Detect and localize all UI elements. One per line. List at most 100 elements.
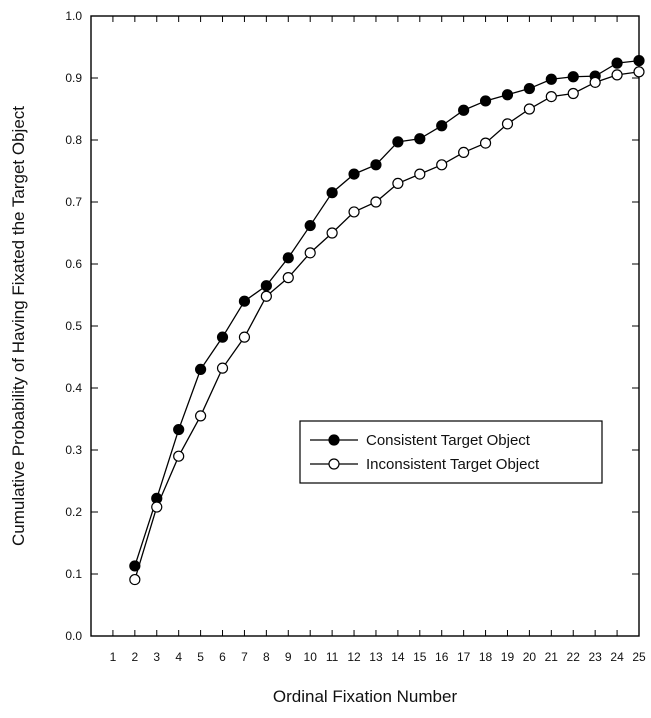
consistent-data-point xyxy=(414,133,426,145)
consistent-data-point xyxy=(479,95,492,107)
x-tick-label: 10 xyxy=(304,650,318,664)
consistent-data-point xyxy=(523,82,536,95)
y-tick-label: 0.6 xyxy=(65,257,82,271)
x-tick-label: 5 xyxy=(197,650,204,664)
inconsistent-data-point xyxy=(282,272,294,284)
y-tick-label: 0.4 xyxy=(65,381,82,395)
inconsistent-data-point xyxy=(304,247,316,259)
series-line-consistent xyxy=(134,59,640,567)
consistent-data-point xyxy=(370,159,382,171)
consistent-data-point xyxy=(326,187,338,199)
y-tick-label: 1.0 xyxy=(65,9,82,23)
inconsistent-data-point xyxy=(195,410,207,422)
y-axis-title: Cumulative Probability of Having Fixated… xyxy=(9,106,28,546)
consistent-data-point xyxy=(545,73,557,85)
x-tick-label: 4 xyxy=(175,650,182,664)
inconsistent-data-point xyxy=(326,227,338,239)
y-tick-label: 0.0 xyxy=(65,629,82,643)
series-line-inconsistent xyxy=(134,71,640,580)
inconsistent-data-point xyxy=(523,103,536,115)
inconsistent-data-point xyxy=(348,206,360,218)
consistent-data-point xyxy=(458,104,470,116)
x-axis-title: Ordinal Fixation Number xyxy=(273,687,458,706)
inconsistent-data-point xyxy=(479,137,492,149)
y-tick-label: 0.7 xyxy=(65,195,82,209)
x-tick-label: 24 xyxy=(610,650,624,664)
consistent-data-point xyxy=(633,55,645,67)
x-tick-label: 16 xyxy=(435,650,449,664)
consistent-data-point xyxy=(348,168,360,180)
y-tick-label: 0.3 xyxy=(65,443,82,457)
x-tick-label: 15 xyxy=(413,650,427,664)
consistent-data-point xyxy=(392,136,404,148)
series-lines xyxy=(134,59,640,580)
x-tick-label: 23 xyxy=(588,650,602,664)
x-tick-label: 8 xyxy=(263,650,270,664)
inconsistent-data-point xyxy=(611,69,623,81)
x-tick-label: 13 xyxy=(369,650,383,664)
inconsistent-data-point xyxy=(633,66,645,78)
legend-box xyxy=(299,420,603,484)
inconsistent-data-point xyxy=(458,146,470,158)
x-tick-label: 21 xyxy=(545,650,559,664)
legend-marker-consistent xyxy=(328,434,340,446)
y-axis-tick-labels: 0.0 0.1 0.2 0.3 0.4 0.5 0.6 0.7 0.8 0.9 1.0 xyxy=(65,9,82,643)
inconsistent-data-point xyxy=(414,168,426,180)
consistent-data-point xyxy=(304,219,316,232)
legend: Consistent Target Object Inconsistent Ta… xyxy=(299,420,603,484)
x-tick-label: 20 xyxy=(523,650,537,664)
inconsistent-data-point xyxy=(370,196,382,208)
inconsistent-data-point xyxy=(436,159,448,171)
x-tick-label: 7 xyxy=(241,650,248,664)
consistent-data-point xyxy=(611,57,623,69)
y-axis-ticks xyxy=(91,15,639,637)
y-tick-label: 0.9 xyxy=(65,71,82,85)
legend-label-consistent: Consistent Target Object xyxy=(366,432,531,449)
consistent-data-point xyxy=(216,331,229,343)
inconsistent-data-point xyxy=(545,90,557,103)
inconsistent-data-point xyxy=(589,76,601,88)
x-tick-label: 3 xyxy=(153,650,160,664)
x-tick-label: 17 xyxy=(457,650,471,664)
x-tick-label: 9 xyxy=(285,650,292,664)
x-tick-label: 12 xyxy=(347,650,361,664)
x-tick-label: 25 xyxy=(632,650,646,664)
inconsistent-data-point xyxy=(567,87,579,100)
consistent-data-point xyxy=(567,71,579,83)
consistent-data-point xyxy=(173,423,185,436)
consistent-data-point xyxy=(195,363,207,375)
y-tick-label: 0.2 xyxy=(65,505,82,519)
inconsistent-data-point xyxy=(260,290,272,302)
plot-frame xyxy=(90,15,640,637)
x-axis-tick-labels: 1 2 3 4 5 6 7 8 9 10 11 12 13 14 15 16 17 18 19 20 21 22 23 24 2… xyxy=(110,650,646,664)
y-tick-label: 0.1 xyxy=(65,567,82,581)
x-axis-ticks xyxy=(112,16,640,636)
inconsistent-data-point xyxy=(129,573,141,586)
y-tick-label: 0.8 xyxy=(65,133,82,147)
x-tick-label: 22 xyxy=(567,650,581,664)
consistent-data-point xyxy=(282,252,294,264)
inconsistent-data-point xyxy=(216,362,229,374)
legend-marker-inconsistent xyxy=(328,458,340,470)
x-tick-label: 14 xyxy=(391,650,405,664)
inconsistent-data-point xyxy=(392,177,404,189)
legend-label-inconsistent: Inconsistent Target Object xyxy=(366,456,540,473)
consistent-data-point xyxy=(238,295,251,307)
inconsistent-data-point xyxy=(151,501,163,513)
x-tick-label: 2 xyxy=(131,650,138,664)
consistent-data-point xyxy=(260,280,272,292)
y-tick-label: 0.5 xyxy=(65,319,82,333)
consistent-data-point xyxy=(436,120,448,132)
consistent-data-point xyxy=(129,560,141,572)
x-tick-label: 6 xyxy=(219,650,226,664)
x-tick-label: 11 xyxy=(326,650,339,664)
inconsistent-data-point xyxy=(173,450,185,462)
x-tick-label: 19 xyxy=(501,650,515,664)
consistent-data-point xyxy=(501,89,514,101)
series-points xyxy=(129,55,645,586)
inconsistent-data-point xyxy=(501,118,514,130)
x-tick-label: 1 xyxy=(110,650,117,664)
x-tick-label: 18 xyxy=(479,650,493,664)
